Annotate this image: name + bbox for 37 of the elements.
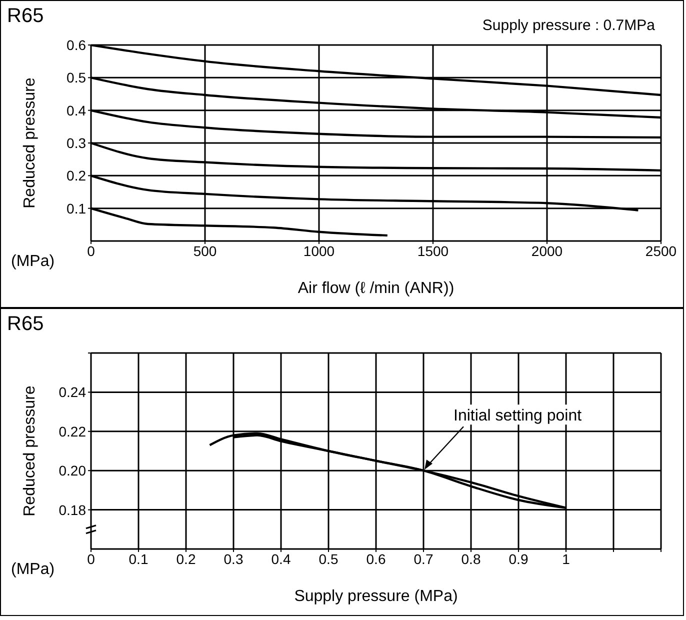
- text: (MPa): [11, 253, 55, 271]
- x-tick-label: 0.8: [461, 550, 481, 567]
- y-tick-label: 0.4: [66, 102, 86, 118]
- x-tick-label: 0.1: [128, 550, 148, 567]
- annotation: Initial setting point: [454, 408, 582, 425]
- y-tick-label: 0.2: [66, 168, 86, 184]
- x-tick-label: 2500: [645, 242, 677, 259]
- x-tick-label: 2000: [531, 242, 563, 259]
- x-axis-title: Air flow (ℓ /min (ANR)): [298, 280, 454, 297]
- x-axis-title: Supply pressure (MPa): [294, 588, 458, 605]
- y-tick-label: 0.3: [66, 134, 86, 151]
- y-tick-label: 0.1: [66, 200, 86, 216]
- chart-title: R65: [7, 313, 44, 336]
- text: (MPa): [11, 561, 55, 579]
- y-tick-label: 0.5: [66, 70, 86, 86]
- x-tick-label: 1000: [303, 242, 335, 259]
- x-tick-label: 0: [87, 550, 96, 567]
- y-tick-label: 0.6: [66, 36, 86, 53]
- x-tick-label: 1: [562, 550, 570, 567]
- y-tick-label: 0.24: [58, 384, 86, 400]
- y-tick-label: 0.22: [58, 423, 86, 440]
- x-tick-label: 0.2: [176, 550, 196, 567]
- y-axis-title: Reduced pressure: [22, 78, 39, 208]
- x-tick-label: 0.7: [414, 550, 434, 567]
- x-tick-label: 0.9: [508, 550, 528, 567]
- x-tick-label: 0: [87, 242, 96, 259]
- x-tick-label: 500: [193, 242, 217, 259]
- chart-title: R65: [7, 5, 44, 28]
- y-tick-label: 0.18: [58, 502, 86, 518]
- x-tick-label: 0.3: [224, 550, 244, 567]
- x-tick-label: 0.4: [271, 550, 291, 567]
- y-axis-title: Reduced pressure: [22, 386, 39, 516]
- x-tick-label: 0.6: [366, 550, 386, 567]
- x-tick-label: 1500: [417, 242, 449, 259]
- x-tick-label: 0.5: [318, 550, 338, 567]
- y-tick-label: 0.20: [58, 462, 86, 479]
- chart-subtitle: Supply pressure : 0.7MPa: [482, 17, 655, 34]
